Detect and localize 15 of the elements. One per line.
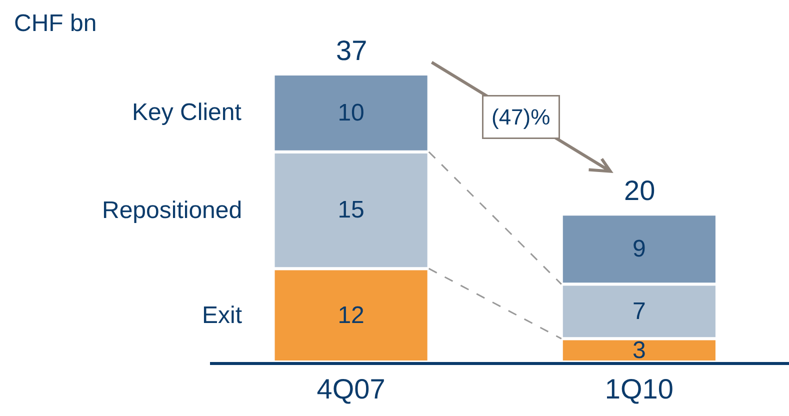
total-label: 20 (624, 175, 656, 206)
data-label: 12 (338, 302, 364, 329)
data-label: 15 (338, 196, 364, 224)
data-label: 9 (632, 236, 646, 263)
data-label: 3 (632, 336, 646, 364)
total-label: 37 (336, 35, 368, 66)
data-label: 10 (338, 99, 364, 126)
series-label: Key Client (132, 99, 242, 126)
series-label: Exit (202, 302, 242, 329)
series-label: Repositioned (102, 197, 242, 224)
data-label: 7 (632, 298, 646, 325)
annotation: (47)% (492, 104, 550, 130)
x-tick-label: 1Q10 (604, 374, 674, 405)
chart-title: CHF bn (14, 10, 97, 37)
x-tick-label: 4Q07 (316, 374, 386, 405)
